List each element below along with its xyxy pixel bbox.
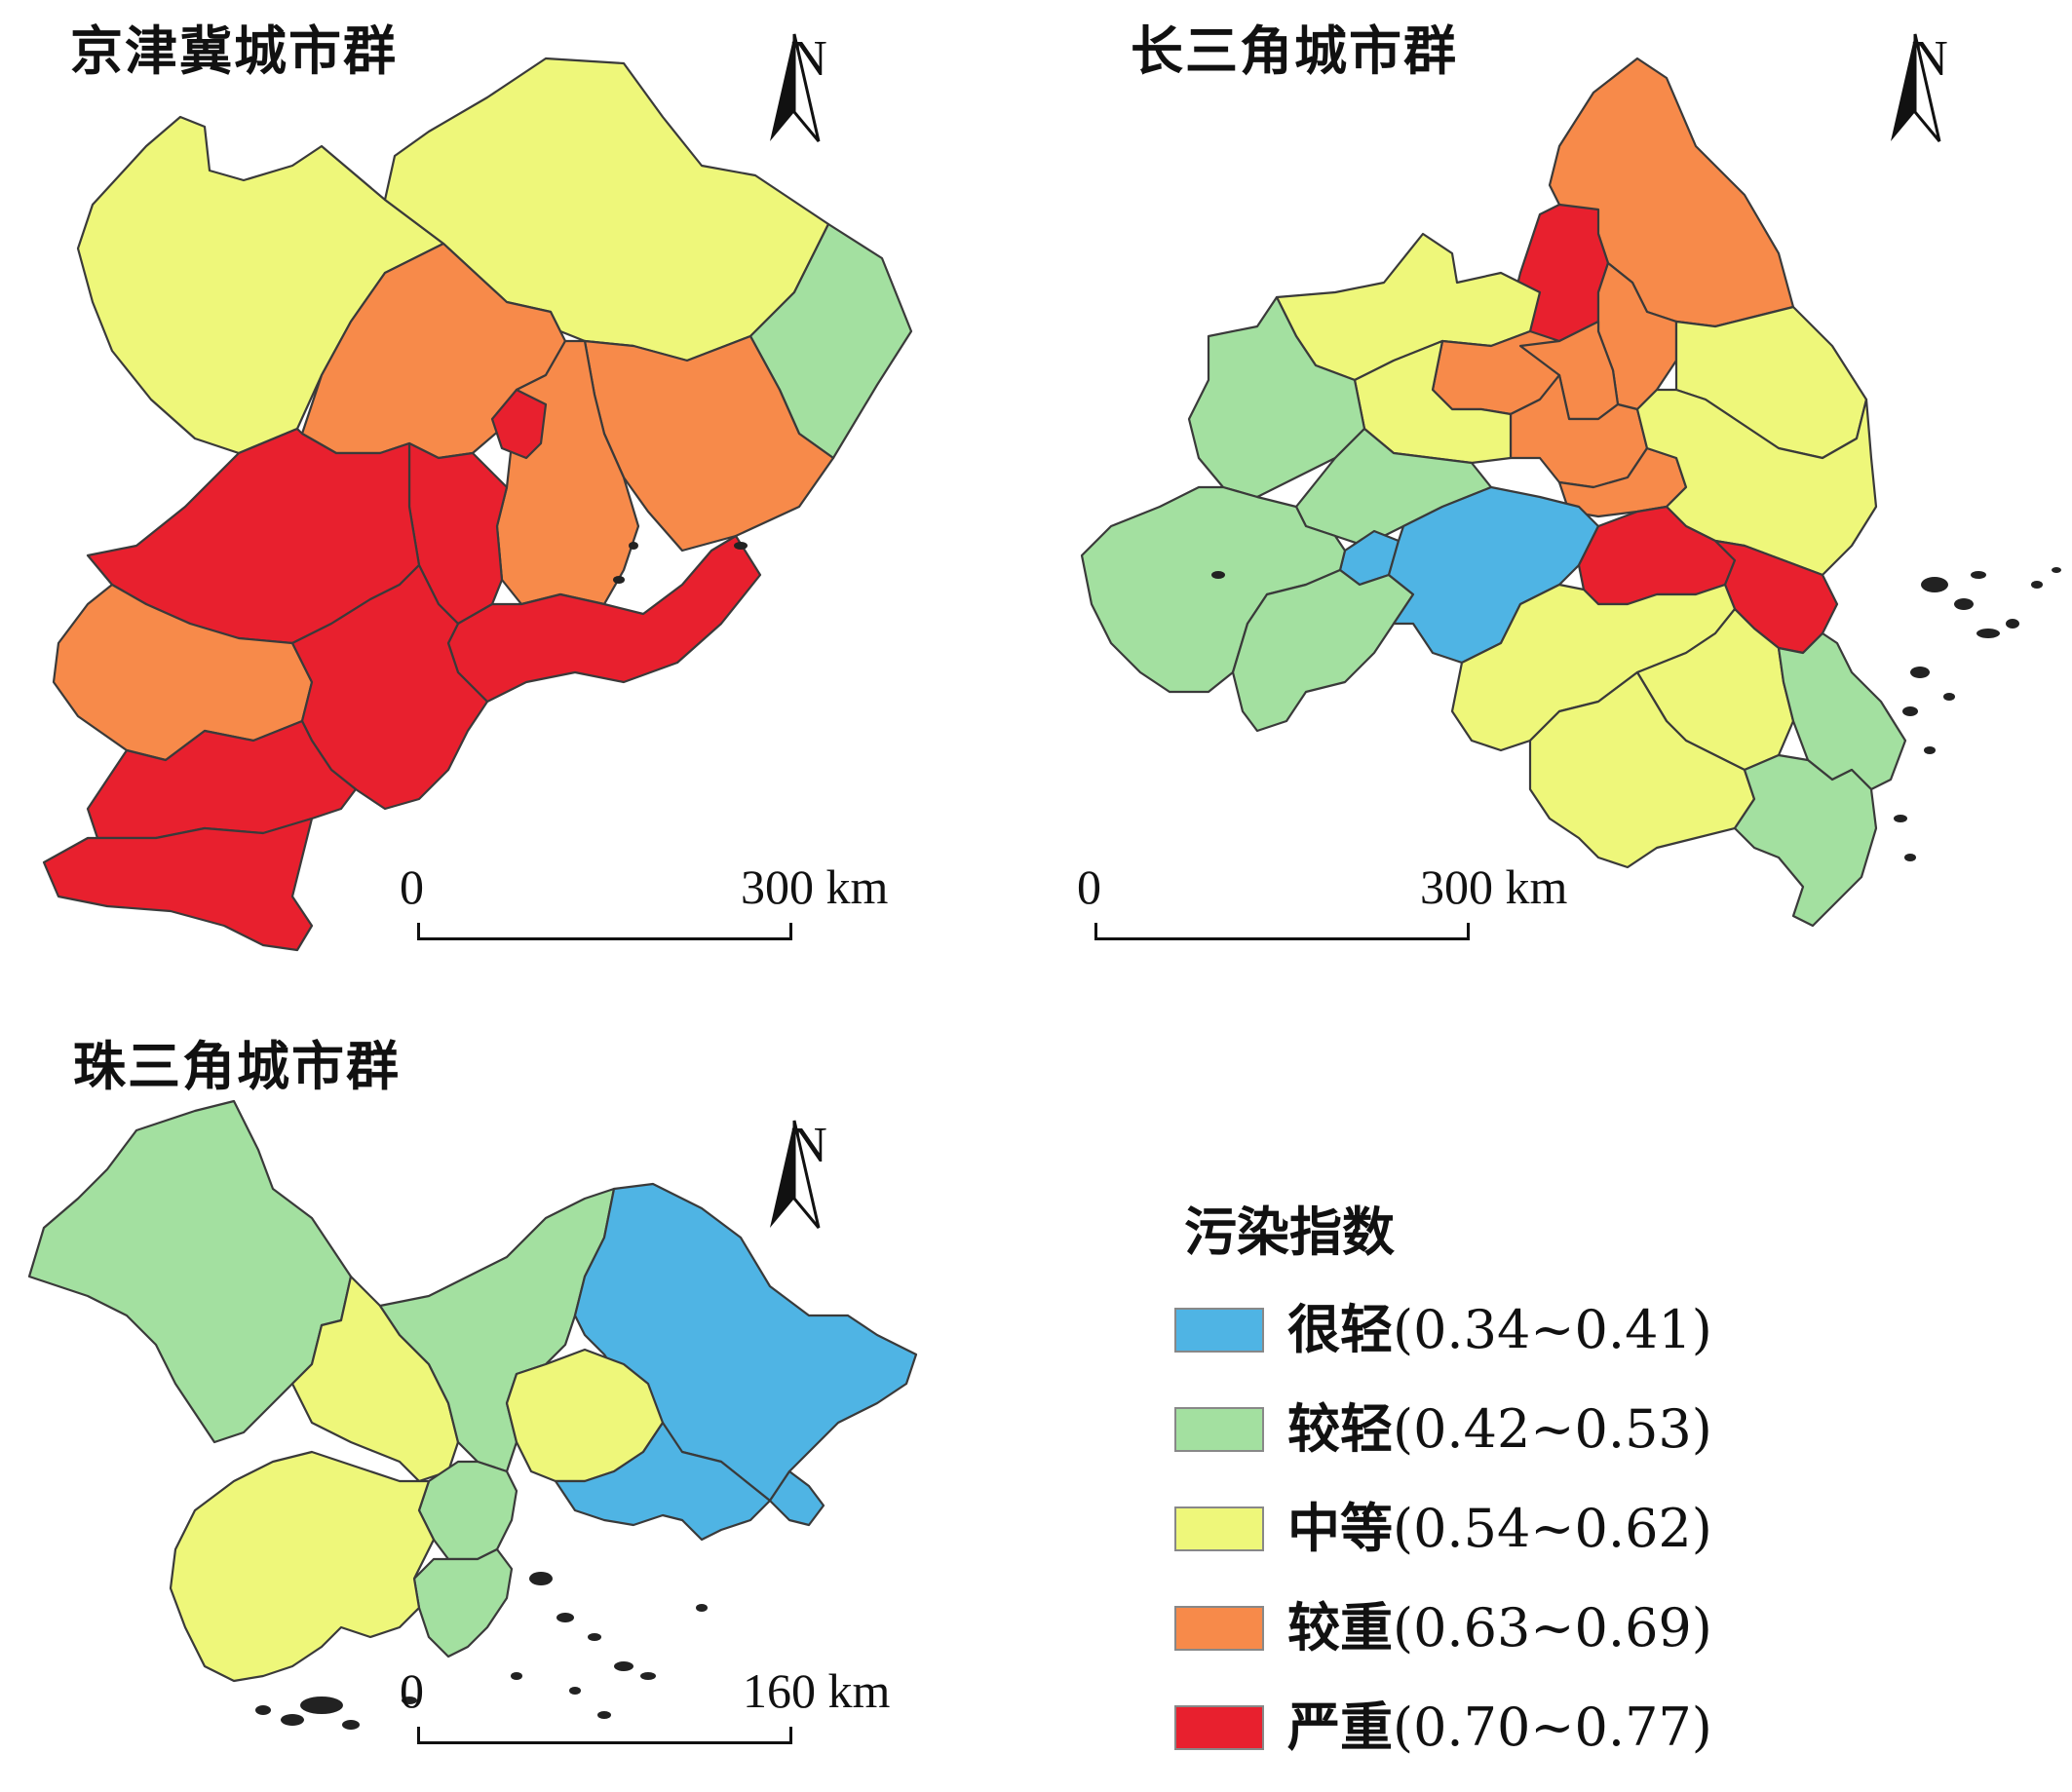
scale-line: [417, 1727, 792, 1744]
region-handan: [42, 817, 314, 952]
legend-swatch: [1174, 1606, 1264, 1651]
north-arrow: N: [1886, 34, 1974, 171]
pearl-delta-map: [27, 1099, 918, 1730]
region-zhaoqing: [27, 1099, 353, 1444]
region-wuxi: [1635, 388, 1878, 577]
north-arrow-icon: [770, 33, 821, 142]
map-panel-jingjinji: 京津冀城市群 N 0: [0, 0, 975, 974]
region-dapeng: [768, 1469, 825, 1527]
legend-item-severe: 严重(0.70~0.77): [1174, 1693, 1720, 1763]
legend-swatch: [1174, 1705, 1264, 1750]
map-title: 珠三角城市群: [73, 1036, 401, 1097]
legend-swatch: [1174, 1407, 1264, 1452]
map-panel-yangtze-delta: 长三角城市群: [1053, 0, 2072, 974]
region-jiangmen: [169, 1450, 436, 1683]
scale-line: [417, 923, 792, 940]
legend-label: 较轻(0.42~0.53): [1287, 1398, 1712, 1460]
north-arrow-icon: [1891, 33, 1941, 142]
legend-swatch: [1174, 1308, 1264, 1353]
scale-line: [1094, 923, 1470, 940]
region-zhuhai: [412, 1547, 514, 1659]
region-guangzhou: [378, 1187, 616, 1473]
scale-distance-label: 300 km: [741, 859, 889, 914]
scale-bar: 0 300 km: [400, 862, 926, 940]
legend: 污染指数 很轻(0.34~0.41) 较轻(0.42~0.53) 中等(0.54…: [1174, 1203, 1720, 1792]
legend-label: 严重(0.70~0.77): [1287, 1697, 1712, 1758]
scale-zero-label: 0: [1077, 859, 1101, 914]
region-ningbo: [1777, 631, 1907, 791]
scale-bar: 0 160 km: [400, 1666, 926, 1744]
legend-label: 较重(0.63~0.69): [1287, 1597, 1712, 1659]
region-shenzhen: [554, 1421, 772, 1542]
map-title: 京津冀城市群: [70, 20, 398, 82]
scale-bar: 0 300 km: [1077, 862, 1603, 940]
north-arrow: N: [765, 1121, 853, 1257]
legend-label: 中等(0.54~0.62): [1287, 1498, 1712, 1559]
jingjinji-map: [42, 57, 913, 952]
scale-zero-label: 0: [400, 859, 424, 914]
north-arrow-icon: [770, 1120, 821, 1229]
legend-swatch: [1174, 1506, 1264, 1551]
map-panel-pearl-delta: 珠三角城市群: [0, 994, 975, 1746]
yangtze-delta-map: [1080, 57, 2061, 928]
scale-distance-label: 160 km: [743, 1663, 891, 1718]
legend-label: 很轻(0.34~0.41): [1287, 1299, 1712, 1360]
region-taizhou-zj: [1733, 753, 1878, 928]
region-langfang-north: [490, 388, 548, 460]
north-arrow: N: [765, 34, 853, 171]
scale-distance-label: 300 km: [1420, 859, 1568, 914]
legend-item-heavy: 较重(0.63~0.69): [1174, 1593, 1720, 1663]
legend-item-medium: 中等(0.54~0.62): [1174, 1494, 1720, 1564]
legend-item-light: 较轻(0.42~0.53): [1174, 1394, 1720, 1465]
legend-title: 污染指数: [1184, 1201, 1395, 1263]
legend-item-very-light: 很轻(0.34~0.41): [1174, 1295, 1720, 1365]
scale-zero-label: 0: [400, 1663, 424, 1718]
map-title: 长三角城市群: [1131, 20, 1458, 82]
